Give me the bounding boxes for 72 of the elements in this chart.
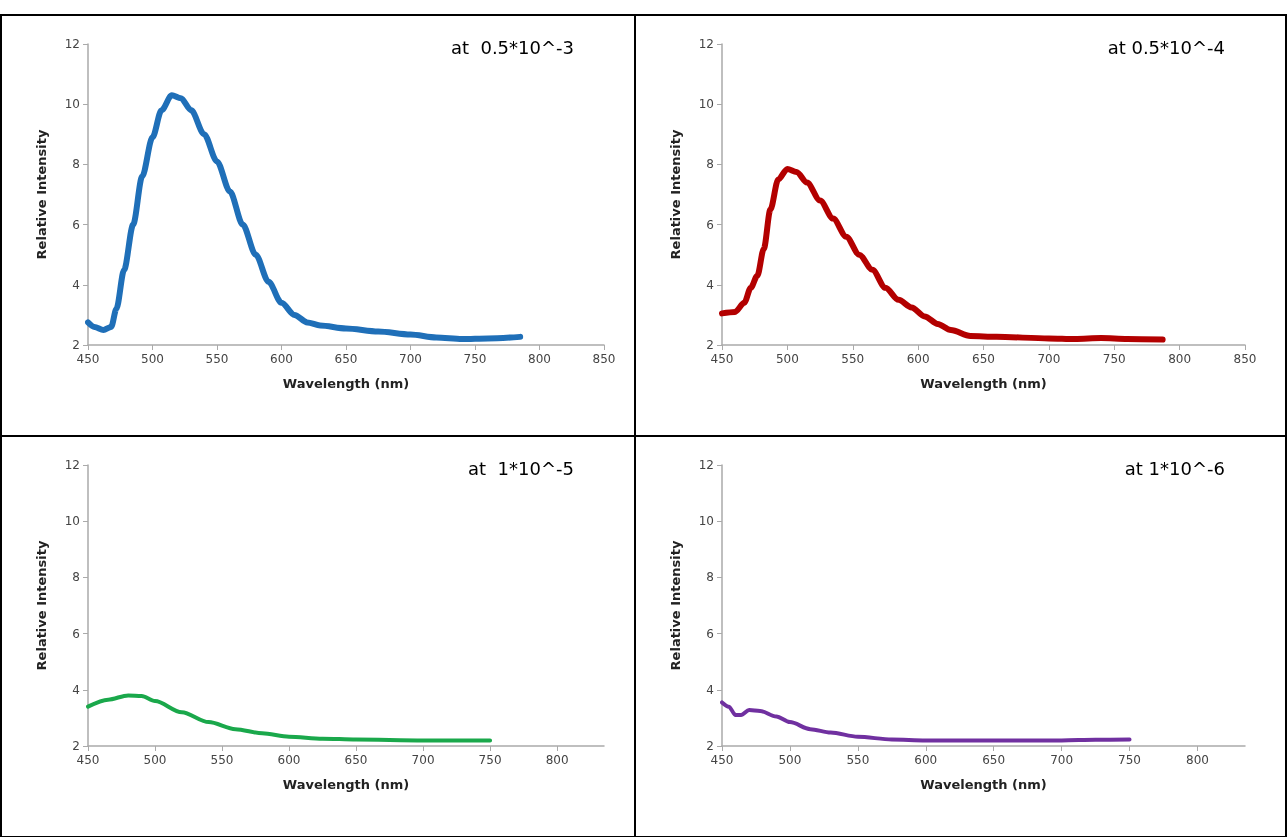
x-tick-label: 500 [141, 352, 164, 366]
x-tick-label: 850 [1233, 352, 1257, 366]
y-tick-label: 4 [72, 682, 80, 697]
y-tick-label: 12 [64, 37, 80, 51]
line-series [86, 693, 493, 743]
y-tick-label: 6 [72, 217, 80, 232]
x-tick-label: 450 [710, 352, 734, 366]
x-tick-label: 550 [205, 352, 229, 366]
x-tick-label: 650 [982, 753, 1006, 767]
x-tick-label: 500 [775, 352, 799, 366]
x-tick-label: 750 [1102, 352, 1126, 366]
y-tick-label: 10 [64, 97, 80, 112]
x-tick-label: 800 [545, 753, 569, 767]
x-axis-title: Wavelength (nm) [920, 777, 1047, 792]
x-tick-label: 450 [710, 753, 734, 767]
y-tick-label: 2 [72, 739, 80, 753]
y-tick-label: 10 [698, 514, 714, 529]
x-tick-label: 650 [344, 753, 368, 767]
x-tick-label: 650 [334, 352, 358, 366]
y-tick-label: 8 [72, 570, 80, 585]
y-tick-label: 12 [698, 37, 714, 51]
x-tick-label: 450 [76, 352, 100, 366]
y-tick-label: 10 [64, 514, 80, 529]
x-tick-label: 450 [76, 753, 100, 767]
y-axis-title: Relative Intensity [34, 540, 49, 671]
x-tick-label: 600 [270, 352, 293, 366]
y-tick-label: 4 [706, 682, 714, 697]
y-axis-title: Relative Intensity [668, 129, 683, 260]
line-series [720, 700, 1132, 743]
y-tick-label: 2 [706, 338, 714, 352]
x-tick-label: 600 [914, 753, 938, 767]
annotation: at 0.5*10^-3 [450, 36, 574, 58]
y-tick-label: 12 [64, 458, 80, 472]
y-tick-label: 10 [698, 97, 714, 112]
annotation: at 1*10^-5 [468, 457, 574, 479]
x-tick-label: 550 [846, 753, 870, 767]
y-axis-title: Relative Intensity [668, 540, 683, 671]
y-tick-label: 2 [72, 338, 80, 352]
y-tick-label: 6 [706, 626, 714, 641]
x-tick-label: 800 [528, 352, 551, 366]
annotation: at 1*10^-6 [1124, 457, 1226, 479]
x-tick-label: 550 [841, 352, 865, 366]
x-tick-label: 500 [778, 753, 802, 767]
x-tick-label: 800 [1186, 753, 1209, 767]
x-axis-title: Wavelength (nm) [282, 777, 410, 792]
y-tick-label: 4 [706, 277, 714, 292]
x-tick-label: 700 [1037, 352, 1061, 366]
x-tick-label: 550 [210, 753, 234, 767]
y-tick-label: 4 [72, 277, 80, 292]
x-tick-label: 750 [1118, 753, 1141, 767]
y-tick-label: 6 [706, 217, 714, 232]
y-tick-label: 8 [706, 157, 714, 172]
annotation: at 0.5*10^-4 [1107, 36, 1226, 58]
x-axis-title: Wavelength (nm) [282, 376, 410, 391]
x-tick-label: 700 [399, 352, 422, 366]
x-tick-label: 650 [972, 352, 995, 366]
x-tick-label: 750 [463, 352, 487, 366]
x-tick-label: 700 [1050, 753, 1074, 767]
x-tick-label: 850 [592, 352, 616, 366]
x-tick-label: 800 [1168, 352, 1192, 366]
x-tick-label: 750 [478, 753, 502, 767]
x-axis-title: Wavelength (nm) [920, 376, 1047, 391]
x-tick-label: 600 [906, 352, 930, 366]
y-axis-title: Relative Intensity [34, 129, 49, 260]
x-tick-label: 700 [411, 753, 435, 767]
x-tick-label: 500 [143, 753, 167, 767]
y-tick-label: 12 [698, 458, 714, 472]
x-tick-label: 600 [277, 753, 301, 767]
y-tick-label: 8 [72, 157, 80, 172]
y-tick-label: 8 [706, 570, 714, 585]
y-tick-label: 6 [72, 626, 80, 641]
y-tick-label: 2 [706, 739, 714, 753]
